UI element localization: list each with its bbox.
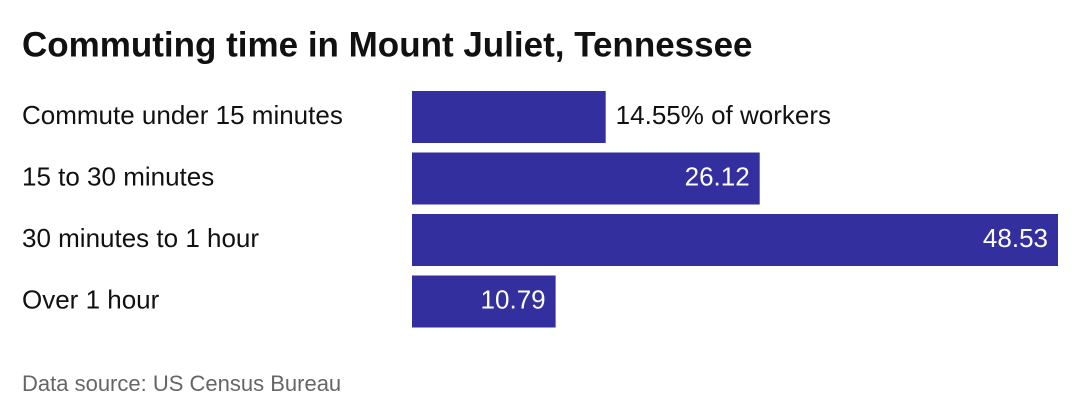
category-label: Commute under 15 minutes [22,100,343,130]
source-note: Data source: US Census Bureau [22,371,341,396]
category-label: 30 minutes to 1 hour [22,223,259,253]
value-label: 26.12 [685,161,750,191]
value-label: 10.79 [481,284,546,314]
bar [412,214,1058,266]
category-label: 15 to 30 minutes [22,161,214,191]
bar [412,275,556,328]
value-label: 14.55% of workers [616,100,831,130]
chart-title: Commuting time in Mount Juliet, Tennesse… [22,25,753,64]
bar [412,152,760,205]
category-label: Over 1 hour [22,284,160,314]
bar [412,91,606,143]
value-label: 48.53 [983,223,1048,253]
